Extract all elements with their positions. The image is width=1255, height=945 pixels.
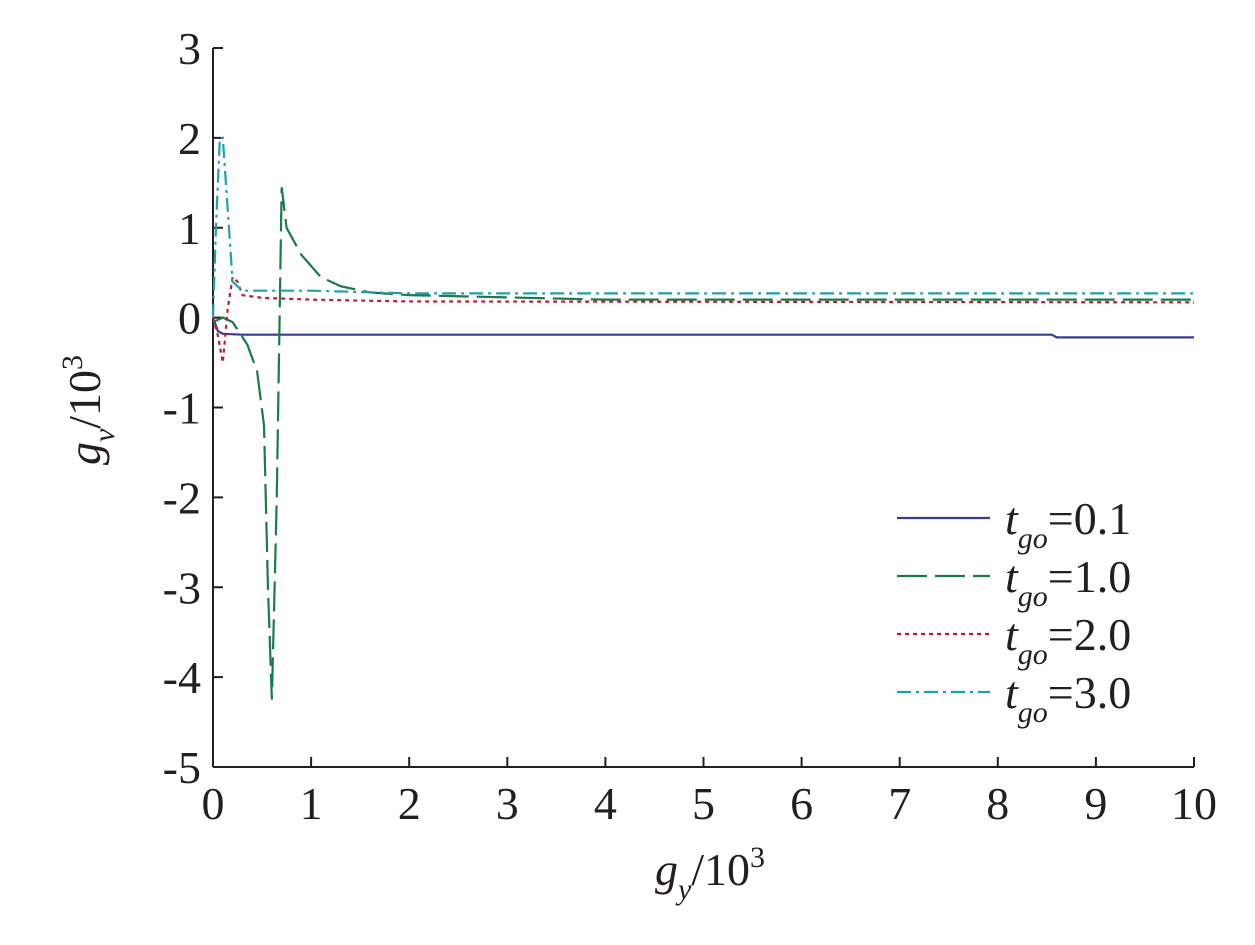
label-text: =2.0 (1048, 609, 1131, 660)
x-tick-label: 0 (202, 778, 225, 829)
label-sub: go (1018, 522, 1048, 555)
label-base: g (59, 442, 110, 465)
x-tick-label: 5 (692, 778, 715, 829)
label-text: =0.1 (1048, 493, 1131, 544)
x-tick-label: 9 (1084, 778, 1107, 829)
y-tick-label: -4 (163, 652, 201, 703)
y-tick-label: 0 (178, 293, 201, 344)
label-sub: go (1018, 638, 1048, 671)
legend-label: tgo=2.0 (1005, 609, 1131, 671)
label-text: =3.0 (1048, 667, 1131, 718)
x-tick-label: 8 (986, 778, 1009, 829)
x-tick-label: 7 (888, 778, 911, 829)
legend-label: tgo=1.0 (1005, 551, 1131, 613)
x-tick-label: 10 (1171, 778, 1217, 829)
label-text: /10 (59, 370, 110, 429)
y-tick-label: -3 (163, 562, 201, 613)
legend-label: tgo=0.1 (1005, 493, 1131, 555)
label-sub: go (1018, 696, 1048, 729)
label-sub: go (1018, 580, 1048, 613)
x-tick-label: 4 (594, 778, 617, 829)
x-tick-label: 2 (398, 778, 421, 829)
y-tick-label: -1 (163, 383, 201, 434)
label-text: =1.0 (1048, 551, 1131, 602)
series-line (212, 187, 1194, 700)
label-sup: 3 (56, 355, 89, 370)
y-tick-label: 1 (178, 203, 201, 254)
label-base: t (1005, 493, 1019, 544)
x-axis-label: gy/103 (655, 841, 765, 906)
y-tick-label: -5 (163, 742, 201, 793)
x-tick-label: 1 (300, 778, 323, 829)
label-base: t (1005, 667, 1019, 718)
x-tick-label: 6 (790, 778, 813, 829)
label-sub: v (88, 428, 121, 442)
label-base: t (1005, 609, 1019, 660)
series-line (211, 136, 1194, 318)
label-base: g (655, 844, 678, 895)
legend-label: tgo=3.0 (1005, 667, 1131, 729)
y-tick-label: -2 (163, 472, 201, 523)
y-axis-label: gv/103 (56, 355, 121, 465)
y-tick-label: 2 (178, 113, 201, 164)
x-tick-label: 3 (496, 778, 519, 829)
series-line (211, 274, 1195, 363)
label-sub: y (675, 873, 692, 906)
label-sup: 3 (750, 841, 765, 874)
y-tick-label: 3 (178, 23, 201, 74)
series-line (211, 317, 1194, 339)
label-base: t (1005, 551, 1019, 602)
label-text: /10 (691, 844, 750, 895)
